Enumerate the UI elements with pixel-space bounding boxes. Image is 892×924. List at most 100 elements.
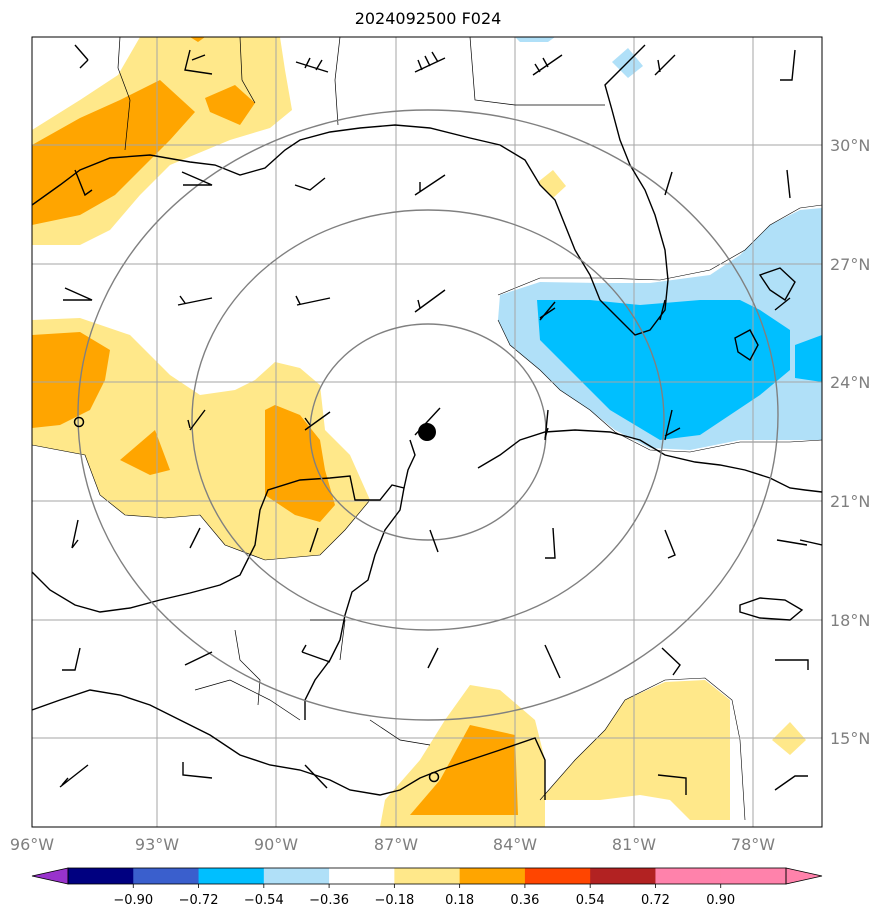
central-america-coast — [32, 689, 546, 800]
wind-barb — [427, 647, 439, 669]
colorbar-frame — [67, 867, 787, 885]
wind-barb — [786, 169, 791, 199]
colorbar-max-extension — [785, 867, 823, 885]
us-gulf-coast — [32, 44, 669, 336]
wind-barb — [74, 44, 89, 69]
lon-label: 87°W — [374, 835, 418, 854]
colorbar-tick-label: 0.18 — [445, 893, 474, 908]
latitude-labels: 30°N 27°N 24°N 21°N 18°N 15°N — [830, 136, 870, 748]
colorbar-segment — [133, 868, 200, 884]
wind-barb — [664, 529, 676, 559]
colorbar-segment — [394, 868, 461, 884]
wind-barb — [301, 644, 331, 663]
wind-barb — [532, 54, 563, 76]
wind-barb — [295, 57, 329, 73]
lat-label: 21°N — [830, 492, 870, 511]
lon-label: 84°W — [493, 835, 537, 854]
colorbar-segment — [655, 868, 722, 884]
negative-region-light — [515, 37, 555, 42]
lon-label: 93°W — [135, 835, 179, 854]
positive-region-medium — [410, 725, 518, 815]
map-title: 2024092500 F024 — [354, 9, 502, 28]
location-marker — [73, 416, 85, 428]
wind-barb — [181, 171, 213, 186]
wind-barb — [182, 762, 213, 779]
lat-label: 27°N — [830, 255, 870, 274]
colorbar-segment — [720, 868, 787, 884]
wind-barb — [304, 411, 331, 431]
colorbar-tick-label: −0.72 — [179, 893, 219, 908]
graticule — [32, 37, 822, 827]
map-panel — [32, 37, 822, 827]
wind-barb — [774, 297, 791, 311]
wind-barb — [664, 409, 681, 441]
colorbar-tick-label: 0.90 — [706, 893, 735, 908]
colorbar-tick-label: −0.90 — [113, 893, 153, 908]
colorbar-segment — [590, 868, 656, 884]
longitude-labels: 96°W 93°W 90°W 87°W 84°W 81°W 78°W — [10, 835, 775, 854]
lat-label: 30°N — [830, 136, 870, 155]
positive-region-light — [540, 680, 730, 820]
positive-region-medium — [190, 37, 205, 42]
colorbar-tick-label: 0.54 — [576, 893, 605, 908]
lon-label: 96°W — [10, 835, 54, 854]
lat-label: 15°N — [830, 729, 870, 748]
wind-barb — [780, 49, 796, 81]
wind-barb — [545, 527, 556, 559]
plot-frame — [31, 36, 823, 828]
colorbar-segment — [329, 868, 395, 884]
lat-label: 24°N — [830, 373, 870, 392]
wind-barb — [414, 174, 446, 196]
colorbar-tick-label: −0.18 — [374, 893, 414, 908]
wind-barb — [775, 659, 809, 670]
wind-barb — [657, 774, 687, 795]
positive-region-medium — [32, 332, 110, 428]
storm-center-marker — [418, 423, 436, 441]
wind-barb — [184, 49, 213, 75]
wind-barb — [184, 651, 213, 666]
wind-barb — [294, 177, 326, 191]
political-borders — [117, 37, 605, 746]
jamaica — [739, 597, 804, 621]
colorbar: −0.90 −0.72 −0.54 −0.36 −0.18 0.18 0.36 0.54 0.7… — [31, 867, 823, 908]
colorbar-segment — [198, 868, 265, 884]
wind-barb — [177, 295, 213, 306]
wind-barb — [544, 644, 561, 679]
wind-barb — [62, 647, 81, 671]
coastlines — [32, 44, 822, 800]
wind-barb — [654, 54, 676, 76]
colorbar-segment — [459, 868, 526, 884]
colorbar-tick-label: 0.36 — [510, 893, 539, 908]
wind-barb — [71, 519, 79, 549]
colorbar-tick-label: 0.72 — [641, 893, 670, 908]
lat-label: 18°N — [830, 611, 870, 630]
wind-barb — [659, 299, 666, 321]
colorbar-segment — [68, 868, 134, 884]
wind-barb — [187, 409, 206, 431]
lon-label: 81°W — [612, 835, 656, 854]
negative-region-medium — [795, 335, 822, 382]
wind-barb — [414, 289, 446, 313]
mexico-coast — [32, 475, 405, 720]
hispaniola — [799, 539, 822, 546]
wind-barb — [63, 287, 93, 301]
colorbar-segments — [68, 868, 787, 884]
positive-region-medium — [265, 405, 335, 522]
lon-label: 78°W — [731, 835, 775, 854]
positive-region-light — [538, 170, 566, 198]
colorbar-min-extension — [31, 867, 69, 885]
wind-barb — [309, 527, 319, 553]
colorbar-tick-label: −0.36 — [309, 893, 349, 908]
colorbar-segment — [263, 868, 330, 884]
wind-barb — [295, 295, 331, 306]
wind-barb — [661, 647, 681, 676]
colorbar-ticks: −0.90 −0.72 −0.54 −0.36 −0.18 0.18 0.36 0.54 0.7… — [113, 884, 735, 908]
wind-barbs — [59, 44, 809, 795]
wind-barb — [539, 301, 556, 321]
wind-barb — [664, 171, 673, 196]
cuba-coast — [477, 429, 822, 493]
colorbar-tick-label: −0.54 — [244, 893, 284, 908]
contour-lines — [32, 204, 822, 821]
bahamas — [758, 267, 796, 302]
